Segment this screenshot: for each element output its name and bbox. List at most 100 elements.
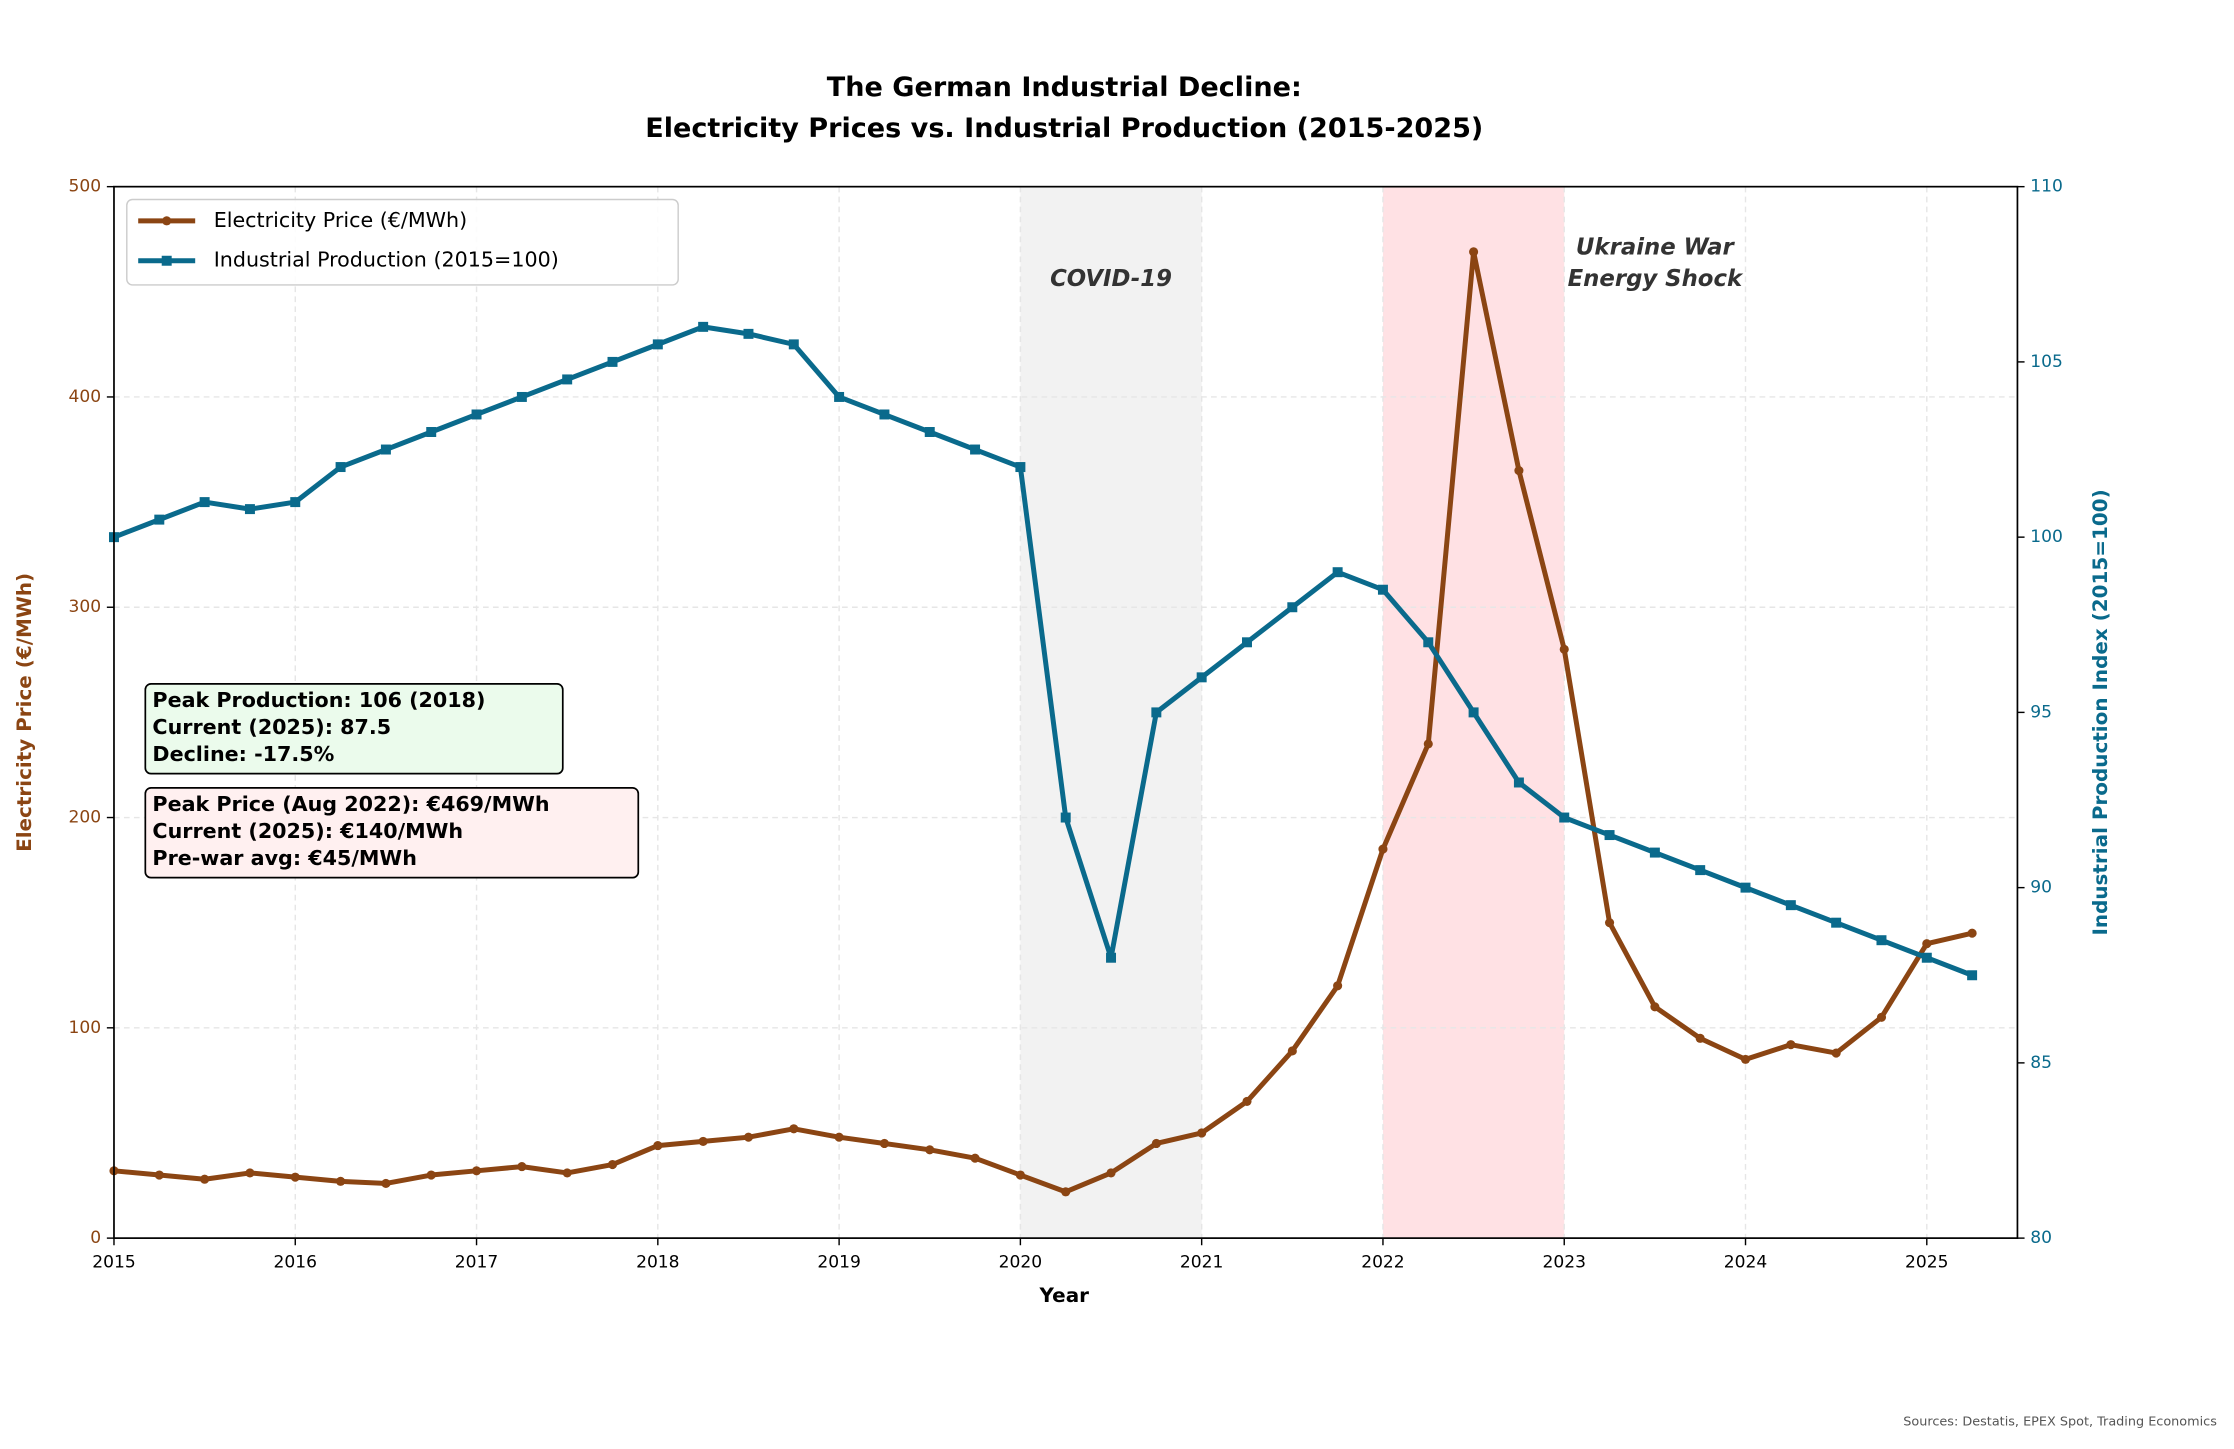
y-tick-label: 300	[69, 597, 102, 617]
legend-label: Industrial Production (2015=100)	[214, 248, 559, 272]
data-point	[1242, 637, 1252, 648]
plot-frame	[113, 185, 2019, 1239]
data-point	[1015, 1170, 1025, 1180]
data-point	[1197, 1128, 1207, 1138]
legend: Electricity Price (€/MWh) Industrial Prod…	[126, 198, 679, 286]
data-point	[1151, 1138, 1161, 1149]
series-line	[113, 249, 1973, 1195]
data-point	[290, 1172, 300, 1182]
period-label: COVID-19	[1050, 266, 1172, 292]
y2-axis-label: Industrial Production Index (2015=100)	[2088, 489, 2112, 935]
data-point	[1559, 812, 1570, 823]
y-tick-label: 100	[69, 1018, 102, 1038]
data-point	[1922, 939, 1932, 949]
data-point	[698, 321, 709, 332]
data-point	[1740, 1054, 1751, 1064]
data-point	[471, 409, 482, 420]
data-point	[743, 328, 754, 339]
data-point	[1967, 970, 1978, 981]
data-point	[1514, 465, 1524, 476]
data-point	[970, 444, 981, 455]
data-point	[788, 339, 799, 350]
y-axis-label: Electricity Price (€/MWh)	[12, 573, 36, 852]
data-point	[834, 1132, 844, 1142]
data-point	[426, 1170, 436, 1180]
data-point	[1876, 1012, 1887, 1022]
legend-marker	[161, 255, 172, 266]
legend-box	[126, 198, 679, 286]
info-box	[144, 683, 564, 775]
data-point	[1921, 952, 1932, 963]
data-point	[1785, 900, 1796, 911]
data-point	[244, 504, 255, 515]
data-point	[1377, 584, 1388, 595]
data-point	[1650, 1002, 1660, 1012]
data-point	[1604, 830, 1615, 841]
info-box	[144, 787, 640, 879]
data-point	[1695, 865, 1706, 876]
data-point	[1786, 1040, 1796, 1050]
data-point	[1423, 637, 1434, 648]
x-tick-label: 2022	[1361, 1252, 1404, 1272]
data-point	[335, 462, 346, 473]
x-tick-label: 2023	[1542, 1252, 1585, 1272]
data-point	[1106, 952, 1117, 963]
y-tick-label: 400	[69, 387, 102, 407]
info-text: Peak Price (Aug 2022): €469/MWh	[152, 792, 549, 816]
x-tick-label: 2024	[1724, 1252, 1767, 1272]
data-point	[1423, 739, 1433, 749]
data-point	[562, 1168, 572, 1178]
data-point	[154, 1170, 164, 1180]
x-tick-label: 2016	[274, 1252, 317, 1272]
data-point	[607, 356, 618, 367]
data-point	[1649, 847, 1660, 858]
data-point	[1106, 1168, 1116, 1178]
data-point	[290, 497, 301, 508]
data-point	[1468, 707, 1479, 718]
y-tick-label: 0	[90, 1228, 101, 1248]
data-point	[1060, 812, 1071, 823]
chart-title: The German Industrial Decline:	[827, 72, 1302, 103]
data-point	[200, 1174, 210, 1184]
y2-tick-label: 80	[2030, 1228, 2052, 1248]
data-point	[1604, 918, 1615, 928]
data-point	[924, 427, 935, 437]
data-point	[1967, 928, 1977, 938]
data-point	[516, 391, 527, 402]
y2-tick-label: 110	[2030, 177, 2063, 197]
data-point	[1876, 935, 1887, 946]
x-tick-label: 2019	[817, 1252, 860, 1272]
data-point	[1559, 644, 1569, 654]
data-point	[1287, 602, 1298, 613]
data-point	[1740, 882, 1751, 893]
data-point	[607, 1159, 618, 1170]
data-point	[698, 1136, 708, 1146]
data-point	[1196, 672, 1207, 683]
data-point	[1333, 981, 1343, 991]
data-point	[879, 409, 890, 420]
data-point	[970, 1153, 980, 1163]
info-text: Decline: -17.5%	[152, 742, 334, 766]
chart-title: Electricity Prices vs. Industrial Produc…	[645, 113, 1483, 144]
period-label: Energy Shock	[1568, 266, 1744, 292]
data-point	[1332, 567, 1343, 578]
data-point	[653, 1141, 663, 1151]
x-tick-label: 2015	[92, 1252, 135, 1272]
info-text: Pre-war avg: €45/MWh	[152, 846, 416, 870]
data-point	[1831, 917, 1842, 928]
period-label: Ukraine War	[1576, 234, 1736, 260]
data-point	[652, 339, 663, 350]
x-tick-label: 2017	[455, 1252, 498, 1272]
info-text: Current (2025): 87.5	[152, 715, 391, 739]
y2-tick-label: 100	[2030, 527, 2063, 547]
data-point	[426, 427, 437, 437]
x-tick-label: 2021	[1180, 1252, 1223, 1272]
data-point	[879, 1138, 889, 1149]
data-point	[1242, 1096, 1252, 1106]
y-tick-label: 500	[69, 177, 102, 197]
data-point	[1061, 1187, 1071, 1197]
data-point	[1695, 1033, 1705, 1043]
data-point	[517, 1162, 527, 1172]
y2-tick-label: 95	[2030, 702, 2052, 722]
